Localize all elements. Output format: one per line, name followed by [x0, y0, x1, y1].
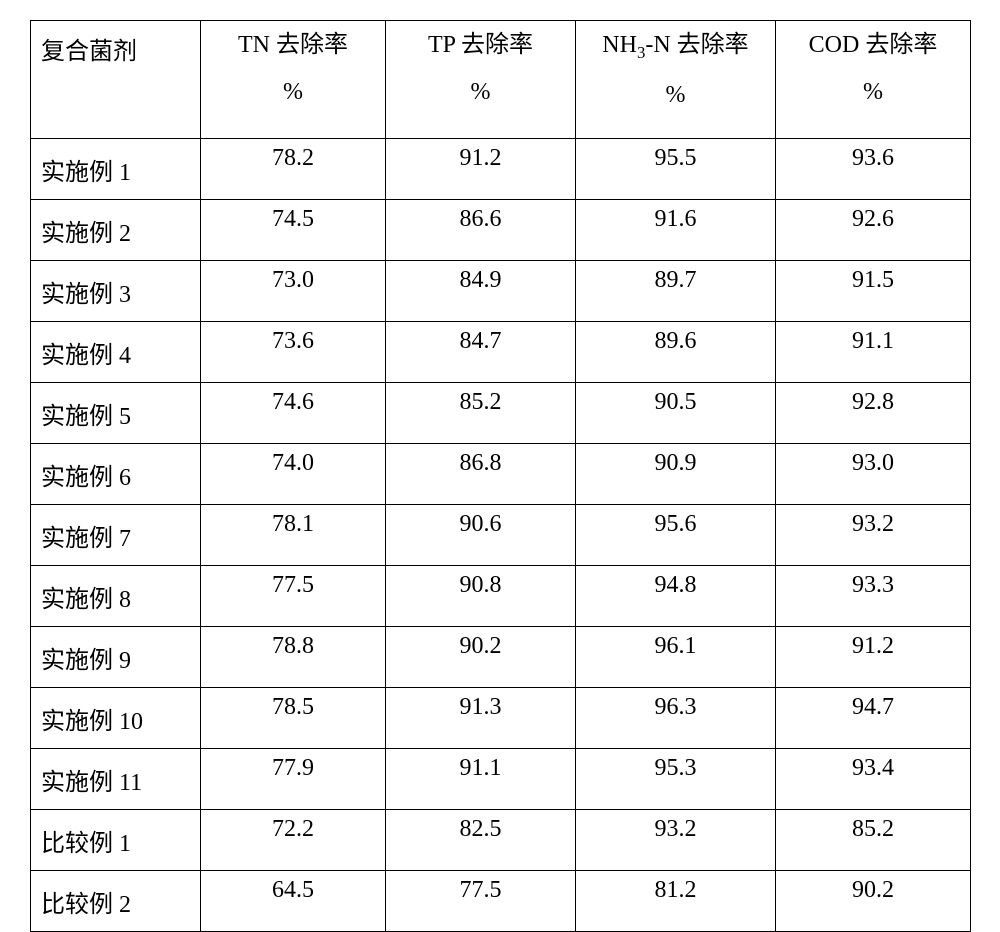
table-row: 实施例 1177.991.195.393.4 [31, 749, 971, 810]
cell-tp: 90.8 [386, 566, 576, 627]
table-row: 实施例 778.190.695.693.2 [31, 505, 971, 566]
cell-cod: 90.2 [776, 871, 971, 932]
row-label: 比较例 1 [31, 810, 201, 871]
cell-cod: 94.7 [776, 688, 971, 749]
cell-tn: 78.8 [201, 627, 386, 688]
cell-nh3n: 90.5 [576, 383, 776, 444]
col-header-agent: 复合菌剂 [31, 21, 201, 139]
cell-tp: 91.3 [386, 688, 576, 749]
cell-cod: 92.8 [776, 383, 971, 444]
cell-cod: 91.2 [776, 627, 971, 688]
cell-nh3n: 90.9 [576, 444, 776, 505]
cell-nh3n: 94.8 [576, 566, 776, 627]
cell-tn: 73.0 [201, 261, 386, 322]
cell-cod: 85.2 [776, 810, 971, 871]
row-label: 实施例 5 [31, 383, 201, 444]
cell-tn: 74.6 [201, 383, 386, 444]
cell-nh3n: 95.6 [576, 505, 776, 566]
table-row: 比较例 172.282.593.285.2 [31, 810, 971, 871]
table-row: 实施例 373.084.989.791.5 [31, 261, 971, 322]
row-label: 实施例 9 [31, 627, 201, 688]
cell-tn: 72.2 [201, 810, 386, 871]
cell-tp: 82.5 [386, 810, 576, 871]
nh3n-post: -N 去除率 [645, 32, 748, 58]
col-header-nh3n-l2: % [576, 63, 775, 110]
table-header-row: 复合菌剂 TN 去除率 % TP 去除率 % NH3-N 去除率 % COD 去… [31, 21, 971, 139]
cell-nh3n: 91.6 [576, 200, 776, 261]
row-label: 实施例 1 [31, 139, 201, 200]
cell-tp: 91.1 [386, 749, 576, 810]
cell-tp: 84.7 [386, 322, 576, 383]
table-body: 实施例 178.291.295.593.6实施例 274.586.691.692… [31, 139, 971, 932]
cell-tn: 64.5 [201, 871, 386, 932]
col-header-tp: TP 去除率 % [386, 21, 576, 139]
cell-tn: 77.5 [201, 566, 386, 627]
cell-tp: 85.2 [386, 383, 576, 444]
table-row: 实施例 1078.591.396.394.7 [31, 688, 971, 749]
cell-cod: 93.3 [776, 566, 971, 627]
cell-nh3n: 89.7 [576, 261, 776, 322]
page: 复合菌剂 TN 去除率 % TP 去除率 % NH3-N 去除率 % COD 去… [0, 0, 1000, 893]
cell-tn: 78.5 [201, 688, 386, 749]
cell-cod: 91.1 [776, 322, 971, 383]
cell-tp: 90.6 [386, 505, 576, 566]
removal-rate-table: 复合菌剂 TN 去除率 % TP 去除率 % NH3-N 去除率 % COD 去… [30, 20, 971, 932]
col-header-nh3n: NH3-N 去除率 % [576, 21, 776, 139]
cell-tn: 73.6 [201, 322, 386, 383]
cell-tp: 86.6 [386, 200, 576, 261]
cell-tn: 78.1 [201, 505, 386, 566]
cell-cod: 92.6 [776, 200, 971, 261]
col-header-tp-l1: TP 去除率 [386, 21, 575, 60]
row-label: 实施例 4 [31, 322, 201, 383]
row-label: 实施例 2 [31, 200, 201, 261]
cell-tn: 78.2 [201, 139, 386, 200]
col-header-tn: TN 去除率 % [201, 21, 386, 139]
row-label: 实施例 8 [31, 566, 201, 627]
cell-tp: 90.2 [386, 627, 576, 688]
col-header-agent-label: 复合菌剂 [41, 39, 137, 65]
table-row: 实施例 978.890.296.191.2 [31, 627, 971, 688]
row-label: 实施例 6 [31, 444, 201, 505]
col-header-tn-l2: % [201, 60, 385, 107]
cell-cod: 93.2 [776, 505, 971, 566]
col-header-cod-l1: COD 去除率 [776, 21, 970, 60]
col-header-nh3n-l1: NH3-N 去除率 [576, 21, 775, 63]
row-label: 实施例 3 [31, 261, 201, 322]
cell-cod: 93.4 [776, 749, 971, 810]
table-row: 实施例 674.086.890.993.0 [31, 444, 971, 505]
col-header-cod-l2: % [776, 60, 970, 107]
cell-tp: 84.9 [386, 261, 576, 322]
cell-tn: 74.5 [201, 200, 386, 261]
row-label: 实施例 11 [31, 749, 201, 810]
col-header-cod: COD 去除率 % [776, 21, 971, 139]
nh3n-pre: NH [602, 32, 637, 58]
row-label: 实施例 7 [31, 505, 201, 566]
cell-tn: 77.9 [201, 749, 386, 810]
cell-nh3n: 89.6 [576, 322, 776, 383]
col-header-tn-l1: TN 去除率 [201, 21, 385, 60]
cell-tn: 74.0 [201, 444, 386, 505]
cell-tp: 86.8 [386, 444, 576, 505]
cell-nh3n: 95.3 [576, 749, 776, 810]
row-label: 比较例 2 [31, 871, 201, 932]
cell-cod: 91.5 [776, 261, 971, 322]
table-row: 实施例 877.590.894.893.3 [31, 566, 971, 627]
table-row: 实施例 473.684.789.691.1 [31, 322, 971, 383]
cell-tp: 91.2 [386, 139, 576, 200]
table-row: 比较例 264.577.581.290.2 [31, 871, 971, 932]
cell-nh3n: 81.2 [576, 871, 776, 932]
cell-cod: 93.6 [776, 139, 971, 200]
cell-nh3n: 93.2 [576, 810, 776, 871]
cell-tp: 77.5 [386, 871, 576, 932]
row-label: 实施例 10 [31, 688, 201, 749]
cell-cod: 93.0 [776, 444, 971, 505]
table-row: 实施例 274.586.691.692.6 [31, 200, 971, 261]
cell-nh3n: 96.1 [576, 627, 776, 688]
table-row: 实施例 178.291.295.593.6 [31, 139, 971, 200]
cell-nh3n: 95.5 [576, 139, 776, 200]
table-row: 实施例 574.685.290.592.8 [31, 383, 971, 444]
col-header-tp-l2: % [386, 60, 575, 107]
cell-nh3n: 96.3 [576, 688, 776, 749]
